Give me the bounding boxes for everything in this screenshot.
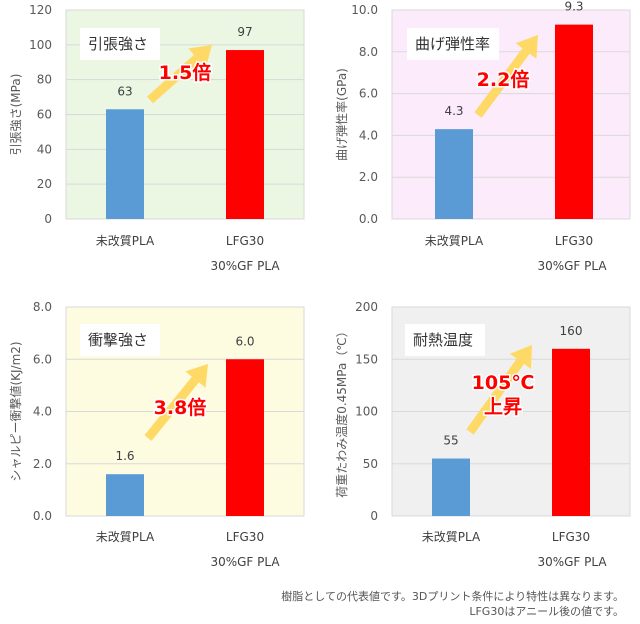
footnote-line-2: LFG30はアニール後の値です。 <box>469 605 624 618</box>
category-label: 未改質PLA <box>96 529 155 544</box>
bar <box>552 348 590 516</box>
bar <box>106 474 144 516</box>
chart-title: 曲げ弾性率 <box>415 35 490 53</box>
y-tick-label: 4.0 <box>33 405 52 419</box>
category-sublabel: 30%GF PLA <box>537 259 607 273</box>
y-axis-label: 荷重たわみ温度0.45MPa（℃） <box>334 325 349 498</box>
y-axis-label: 曲げ弾性率(GPa) <box>334 68 349 161</box>
category-label: LFG30 <box>226 234 264 248</box>
category-label: LFG30 <box>552 530 590 544</box>
y-tick-label: 150 <box>355 352 378 366</box>
chart-title: 引張強さ <box>88 35 148 53</box>
y-tick-label: 0.0 <box>359 212 378 226</box>
y-tick-label: 8.0 <box>359 45 378 59</box>
y-tick-label: 0.0 <box>33 509 52 523</box>
chart-title: 衝撃強さ <box>88 331 148 349</box>
arrow-head <box>515 35 538 59</box>
y-tick-label: 100 <box>29 38 52 52</box>
arrow-head <box>185 364 208 388</box>
data-label: 63 <box>117 84 132 98</box>
title-box <box>405 324 485 356</box>
y-tick-label: 120 <box>29 3 52 17</box>
y-axis-label: 引張強さ(MPa) <box>9 74 23 156</box>
y-tick-label: 6.0 <box>359 87 378 101</box>
improvement-annotation: 上昇 <box>484 396 522 418</box>
y-tick-label: 8.0 <box>33 300 52 314</box>
bar <box>226 50 264 219</box>
data-label: 4.3 <box>444 104 463 118</box>
improvement-annotation: 3.8倍 <box>154 396 207 419</box>
bar <box>435 129 473 219</box>
category-label: LFG30 <box>555 234 593 248</box>
category-sublabel: 30%GF PLA <box>210 555 280 569</box>
arrow-head <box>509 345 532 369</box>
category-label: 未改質PLA <box>425 233 484 248</box>
arrow-shaft <box>147 54 201 104</box>
category-label: 未改質PLA <box>96 233 155 248</box>
y-tick-label: 0 <box>44 212 52 226</box>
bar <box>226 359 264 516</box>
y-tick-label: 60 <box>37 108 52 122</box>
arrow-shaft <box>474 48 530 118</box>
data-label: 160 <box>560 324 583 338</box>
category-sublabel: 30%GF PLA <box>210 259 280 273</box>
bar <box>106 109 144 219</box>
y-tick-label: 200 <box>355 300 378 314</box>
improvement-annotation: 2.2倍 <box>477 68 530 91</box>
y-tick-label: 80 <box>37 73 52 87</box>
category-label: LFG30 <box>226 530 264 544</box>
y-tick-label: 6.0 <box>33 352 52 366</box>
title-box <box>80 324 160 356</box>
y-tick-label: 2.0 <box>359 170 378 184</box>
y-tick-label: 20 <box>37 177 52 191</box>
bar <box>432 458 470 516</box>
chart-title: 耐熱温度 <box>413 331 473 349</box>
title-box <box>407 28 499 60</box>
data-label: 1.6 <box>115 449 134 463</box>
arrow-shaft <box>466 358 525 435</box>
y-tick-label: 10.0 <box>351 3 378 17</box>
title-box <box>80 28 160 60</box>
y-tick-label: 40 <box>37 142 52 156</box>
data-label: 55 <box>443 434 458 448</box>
bar <box>555 24 593 219</box>
improvement-annotation: 1.5倍 <box>159 61 212 84</box>
footnote-line-1: 樹脂としての代表値です。3Dプリント条件により特性は異なります。 <box>281 590 624 603</box>
y-tick-label: 2.0 <box>33 457 52 471</box>
data-label: 97 <box>237 25 252 39</box>
improvement-annotation: 105℃ <box>472 372 535 394</box>
y-tick-label: 0 <box>370 509 378 523</box>
category-sublabel: 30%GF PLA <box>537 555 607 569</box>
y-tick-label: 100 <box>355 405 378 419</box>
arrow-shaft <box>144 376 199 441</box>
y-tick-label: 50 <box>363 457 378 471</box>
data-label: 6.0 <box>235 334 254 348</box>
y-axis-label: シャルピー衝撃値(KJ/m2) <box>8 341 23 481</box>
category-label: 未改質PLA <box>422 529 481 544</box>
y-tick-label: 4.0 <box>359 128 378 142</box>
data-label: 9.3 <box>564 0 583 14</box>
arrow-head <box>188 45 212 68</box>
